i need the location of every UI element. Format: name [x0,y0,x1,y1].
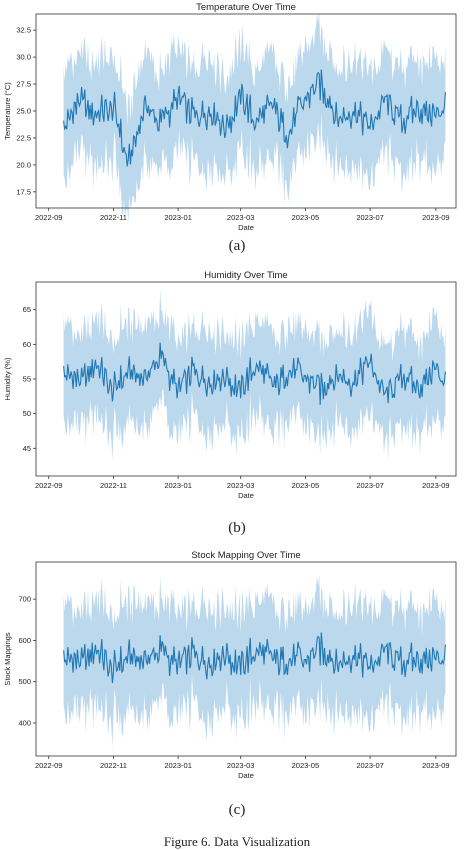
x-tick-label: 2023-07 [356,213,384,222]
series-line [63,69,446,167]
x-axis-label: Date [238,223,254,232]
y-tick-label: 65 [23,305,31,314]
y-tick-label: 500 [18,677,31,686]
x-tick-label: 2023-09 [422,213,450,222]
y-tick-label: 25.0 [16,107,31,116]
y-tick-label: 20.0 [16,160,31,169]
y-tick-label: 600 [18,636,31,645]
x-axis-label: Date [238,491,254,500]
x-tick-label: 2022-09 [35,481,63,490]
x-tick-label: 2022-09 [35,213,63,222]
figure-caption: Figure 6. Data Visualization [163,834,311,849]
series-line [63,342,446,405]
x-tick-label: 2022-11 [100,761,127,770]
x-tick-label: 2023-03 [227,213,255,222]
y-tick-label: 55 [23,375,31,384]
chart-title: Stock Mapping Over Time [191,550,300,561]
x-tick-label: 2022-09 [35,761,63,770]
plot-frame [35,561,457,757]
y-tick-label: 27.5 [16,80,31,89]
x-tick-label: 2023-03 [227,761,255,770]
y-axis-label: Stock Mappings [3,632,12,686]
x-tick-label: 2023-05 [292,481,320,490]
x-tick-label: 2023-09 [422,481,450,490]
x-tick-label: 2023-01 [164,481,192,490]
x-tick-label: 2023-03 [227,481,255,490]
x-tick-label: 2023-01 [164,213,192,222]
chart-title: Humidity Over Time [204,270,287,281]
caption-a: (a) [228,238,246,254]
x-tick-label: 2022-11 [100,213,127,222]
y-axis-label: Humidity (%) [3,357,12,400]
stock-mapping-chart: Stock Mapping Over Time 2022-09 2022-11 202… [3,550,457,780]
x-tick-label: 2023-07 [356,481,384,490]
confidence-band [63,11,446,223]
y-tick-label: 700 [18,595,31,604]
x-tick-label: 2023-01 [164,761,192,770]
y-tick-label: 45 [23,444,31,453]
series-line [63,632,446,684]
chart-title: Temperature Over Time [196,2,296,13]
caption-c: (c) [228,802,246,818]
x-axis-label: Date [238,771,254,780]
x-tick-label: 2023-05 [292,213,320,222]
temperature-chart: Temperature Over Time 2022-09 2022-11 2023-… [3,2,457,232]
x-tick-label: 2022-11 [100,481,127,490]
y-tick-label: 30.0 [16,53,31,62]
y-tick-label: 22.5 [16,133,31,142]
y-tick-label: 17.5 [16,187,31,196]
y-tick-label: 50 [23,409,31,418]
y-tick-label: 32.5 [16,26,31,35]
y-tick-label: 400 [18,718,31,727]
humidity-chart: Humidity Over Time 2022-09 2022-11 2023-01 2… [3,270,457,500]
y-axis-label: Temperature (°C) [3,82,12,140]
caption-b: (b) [228,520,246,536]
x-tick-label: 2023-09 [422,761,450,770]
y-tick-label: 60 [23,340,31,349]
x-tick-label: 2023-07 [356,761,384,770]
x-tick-label: 2023-05 [292,761,320,770]
